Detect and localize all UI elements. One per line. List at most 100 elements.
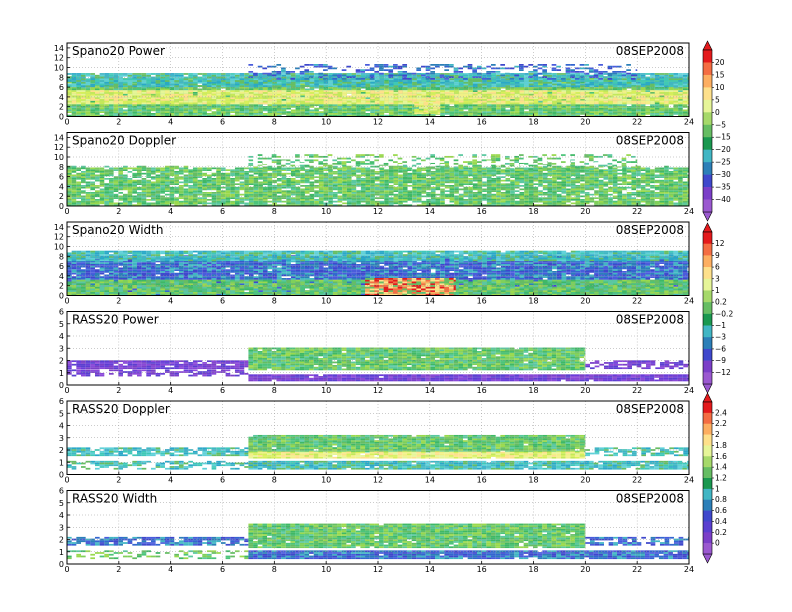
heatmap-cell	[342, 97, 347, 99]
heatmap-cell	[160, 106, 165, 108]
heatmap-cell	[230, 101, 235, 103]
heatmap-cell	[534, 80, 539, 82]
heatmap-cell	[198, 110, 203, 112]
heatmap-cell	[398, 110, 403, 112]
heatmap-cell	[636, 108, 641, 110]
heatmap-cell	[650, 80, 655, 82]
heatmap-cell	[202, 84, 207, 86]
heatmap-cell	[547, 90, 552, 92]
heatmap-cell	[100, 104, 105, 106]
heatmap-cell	[104, 101, 109, 103]
heatmap-cell	[207, 89, 212, 91]
heatmap-cell	[254, 82, 259, 84]
heatmap-cell	[114, 94, 119, 96]
heatmap-cell	[608, 97, 613, 99]
heatmap-cell	[552, 92, 557, 94]
heatmap-cell	[370, 82, 375, 84]
heatmap-cell	[146, 89, 151, 91]
heatmap-cell	[114, 108, 119, 110]
heatmap-cell	[603, 97, 608, 99]
heatmap-cell	[262, 68, 267, 70]
heatmap-cell	[207, 75, 212, 77]
heatmap-cell	[482, 73, 487, 75]
heatmap-cell	[352, 108, 357, 110]
heatmap-cell	[631, 113, 636, 115]
heatmap-cell	[258, 110, 263, 112]
heatmap-cell	[151, 85, 156, 87]
heatmap-cell	[314, 84, 319, 86]
heatmap-cell	[389, 80, 394, 82]
heatmap-cell	[300, 80, 305, 82]
heatmap-cell	[268, 92, 273, 94]
heatmap-cell	[226, 94, 231, 96]
heatmap-cell	[641, 84, 646, 86]
heatmap-cell	[403, 85, 408, 87]
heatmap-cell	[375, 97, 380, 99]
heatmap-cell	[375, 82, 380, 84]
heatmap-cell	[263, 78, 268, 80]
heatmap-cell	[380, 113, 385, 115]
heatmap-cell	[394, 99, 399, 101]
heatmap-cell	[123, 94, 128, 96]
heatmap-cell	[617, 90, 622, 92]
heatmap-cell	[81, 77, 86, 79]
heatmap-cell	[636, 85, 641, 87]
heatmap-cell	[520, 113, 525, 115]
heatmap-cell	[659, 99, 664, 101]
heatmap-cell	[408, 101, 413, 103]
heatmap-cell	[207, 94, 212, 96]
heatmap-cell	[212, 90, 217, 92]
heatmap-cell	[492, 103, 497, 105]
heatmap-cell	[174, 97, 179, 99]
heatmap-cell	[370, 89, 375, 91]
heatmap-cell	[426, 82, 431, 84]
heatmap-cell	[422, 97, 427, 99]
heatmap-cell	[431, 80, 436, 82]
heatmap-cell	[585, 92, 590, 94]
heatmap-cell	[240, 104, 245, 106]
heatmap-cell	[650, 92, 655, 94]
heatmap-cell	[412, 90, 417, 92]
heatmap-cell	[641, 73, 646, 75]
heatmap-cell	[594, 108, 599, 110]
heatmap-cell	[86, 111, 91, 113]
heatmap-cell	[538, 90, 543, 92]
heatmap-cell	[506, 92, 511, 94]
heatmap-cell	[156, 104, 161, 106]
heatmap-cell	[603, 103, 608, 105]
heatmap-cell	[538, 80, 543, 82]
heatmap-cell	[291, 94, 296, 96]
heatmap-cell	[375, 75, 380, 77]
heatmap-cell	[641, 82, 646, 84]
heatmap-cell	[356, 97, 361, 99]
heatmap-cell	[468, 73, 473, 75]
heatmap-cell	[571, 104, 576, 106]
heatmap-cell	[585, 96, 590, 98]
heatmap-cell	[123, 110, 128, 112]
heatmap-cell	[664, 94, 669, 96]
heatmap-cell	[575, 89, 580, 91]
heatmap-cell	[100, 73, 105, 75]
heatmap-cell	[534, 82, 539, 84]
heatmap-cell	[282, 92, 287, 94]
heatmap-cell	[370, 110, 375, 112]
heatmap-cell	[146, 111, 151, 113]
heatmap-cell	[580, 99, 585, 101]
heatmap-cell	[81, 85, 86, 87]
heatmap-cell	[603, 73, 608, 75]
heatmap-cell	[673, 96, 678, 98]
heatmap-cell	[631, 106, 636, 108]
heatmap-cell	[506, 96, 511, 98]
heatmap-cell	[244, 85, 249, 87]
heatmap-cell	[361, 97, 366, 99]
heatmap-cell	[104, 73, 109, 75]
heatmap-cell	[146, 84, 151, 86]
heatmap-cell	[90, 101, 95, 103]
heatmap-cell	[100, 108, 105, 110]
heatmap-cell	[300, 85, 305, 87]
heatmap-cell	[436, 80, 441, 82]
heatmap-cell	[90, 108, 95, 110]
heatmap-cell	[328, 85, 333, 87]
heatmap-cell	[673, 75, 678, 77]
heatmap-cell	[319, 103, 324, 105]
